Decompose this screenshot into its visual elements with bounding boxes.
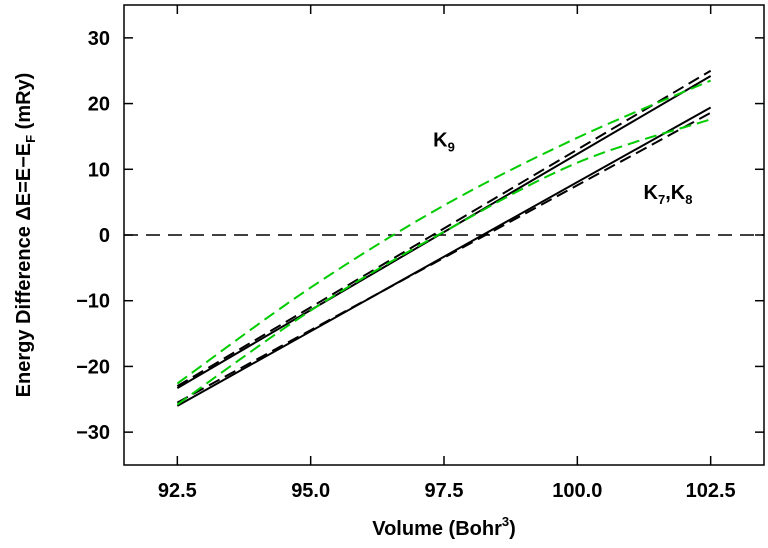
x-tick-label: 92.5 [158,480,197,502]
y-axis-title: Energy Difference ΔE=E−EF (mRy) [13,73,38,398]
x-tick-label: 100.0 [552,480,602,502]
y-tick-label: 30 [88,28,110,50]
series-line-6 [176,118,711,406]
k9-label: K9 [433,129,455,154]
y-tick-label: 0 [99,225,110,247]
series-line-5 [176,111,712,404]
series-line-2 [176,69,712,388]
series-line-3 [176,79,712,385]
ticks-layer: 92.5 95.0 97.5 100.0 102.5 30 20 10 0 −10 −20 −30 [76,5,764,502]
series-line-4 [176,106,712,407]
y-tick-label: −10 [76,291,110,313]
y-tick-label: −20 [76,356,110,378]
x-tick-label: 97.5 [425,480,464,502]
annotation-layer: K9 K7,K8 [433,129,692,207]
y-tick-label: 10 [88,159,110,181]
y-tick-label: 20 [88,94,110,116]
series-layer [124,69,764,407]
k7-k8-label: K7,K8 [644,182,693,207]
y-tick-label: −30 [76,422,110,444]
x-tick-label: 95.0 [291,480,330,502]
x-axis-title: Volume (Bohr3) [372,514,516,540]
x-tick-label: 102.5 [686,480,736,502]
